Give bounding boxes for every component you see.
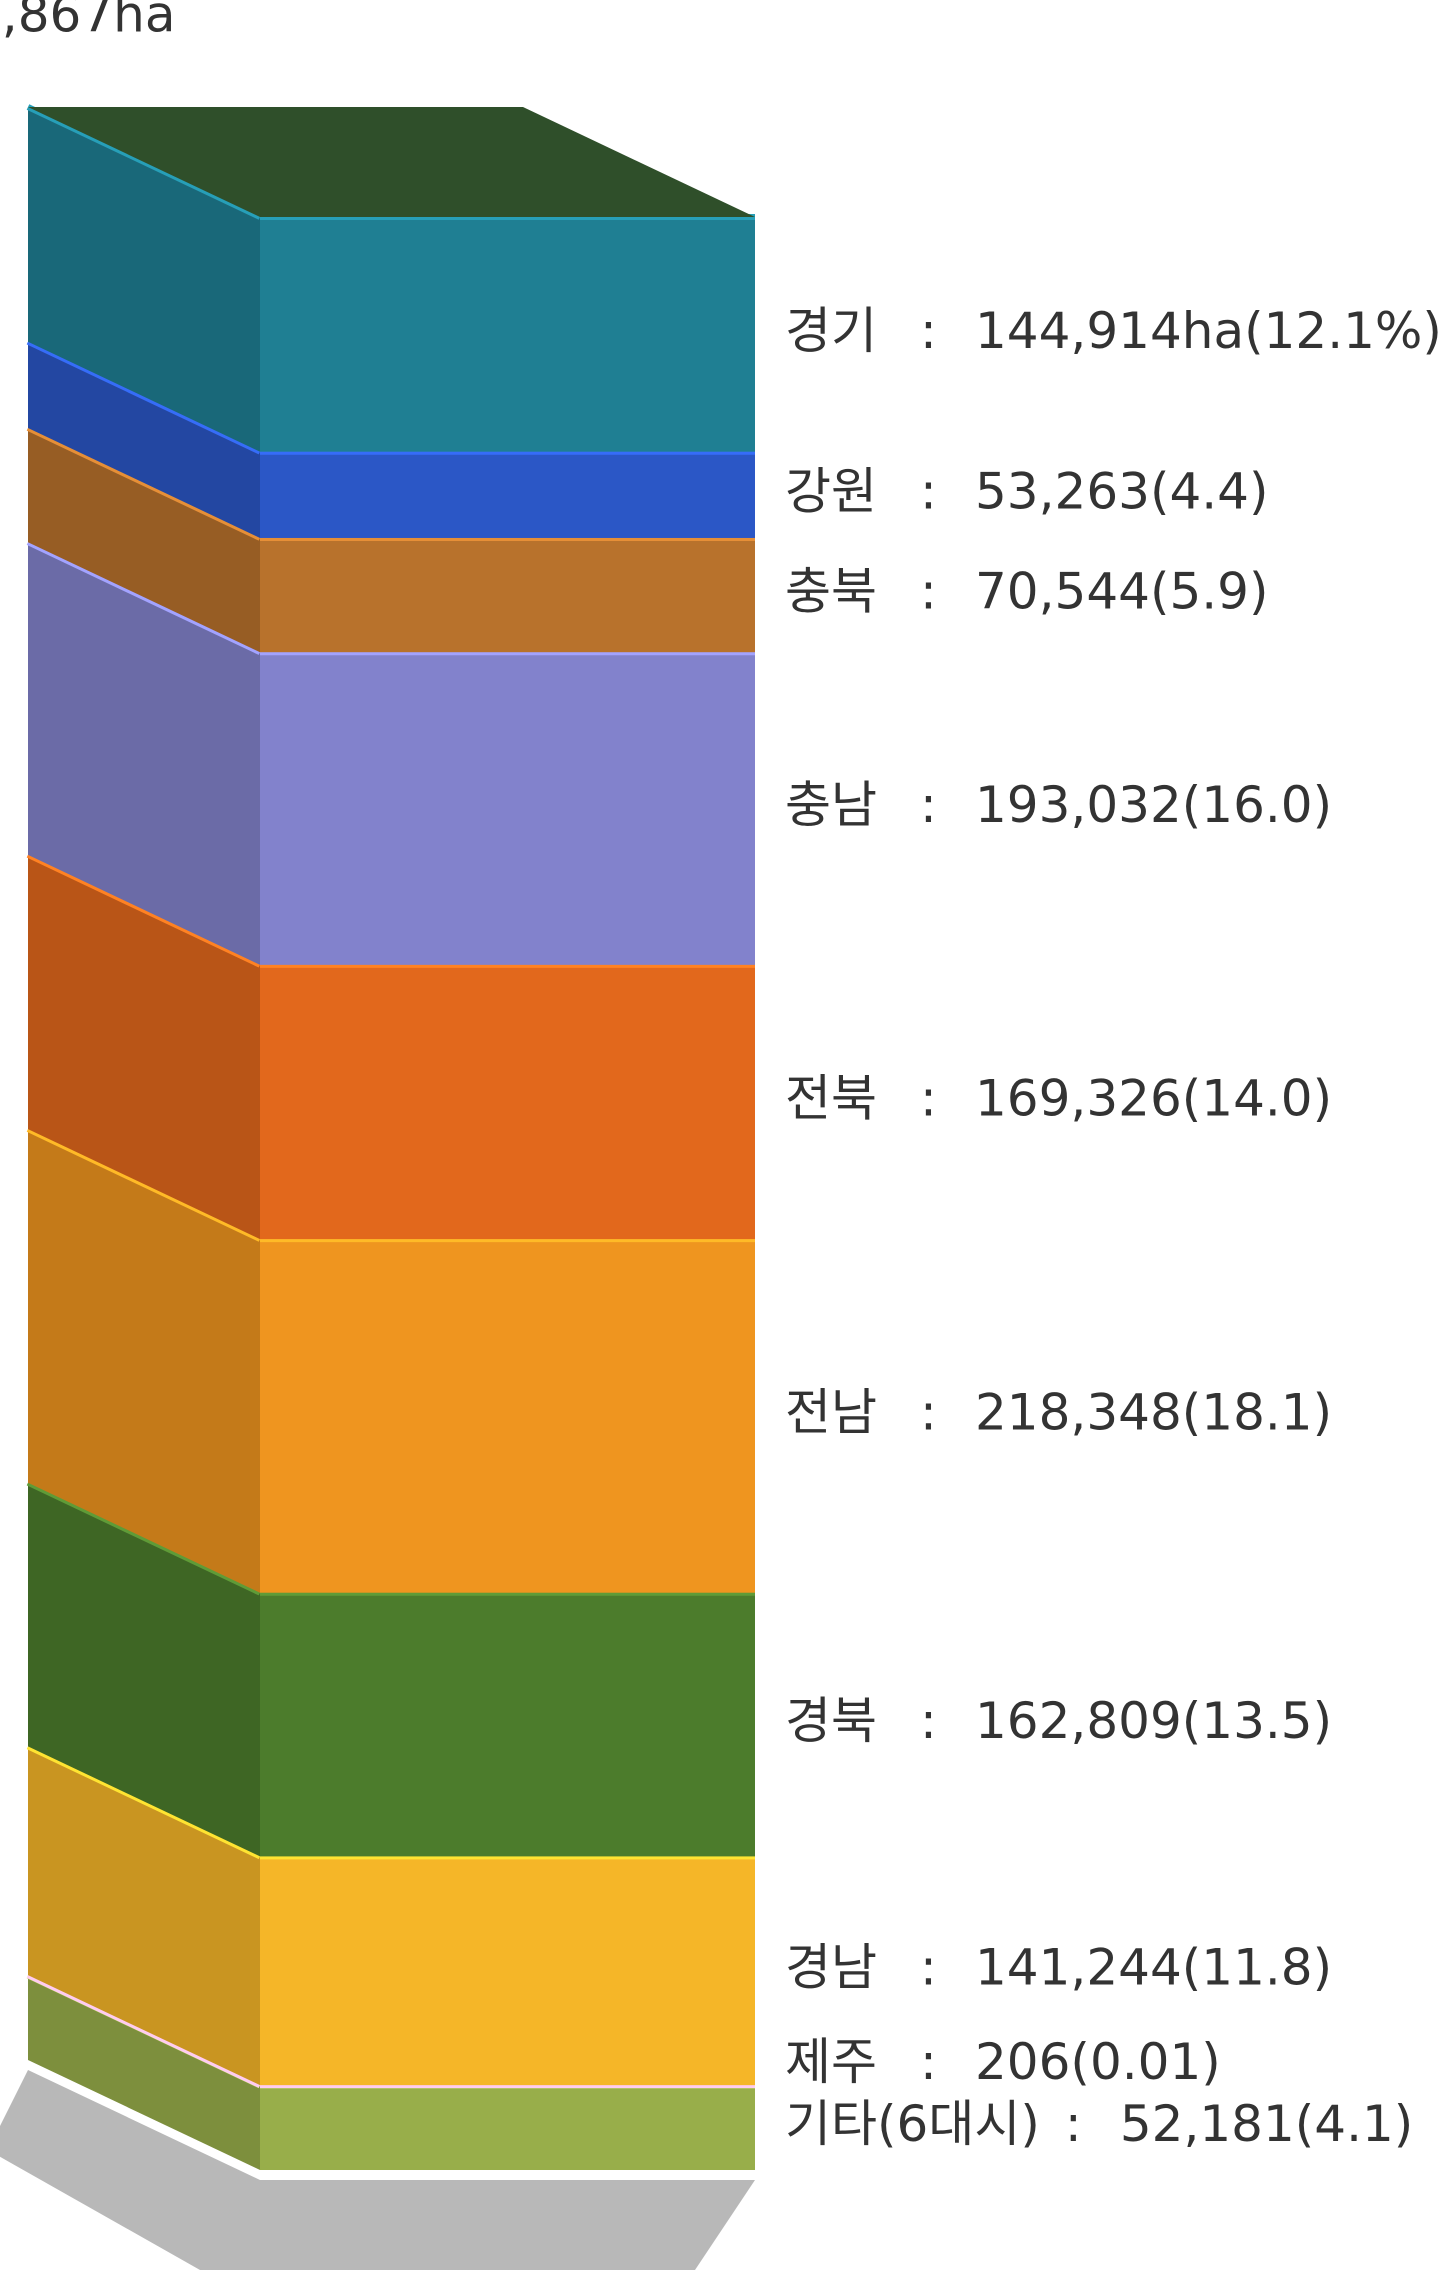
bar-segment <box>260 537 755 653</box>
label-separator: : <box>920 1692 937 1750</box>
category-label: 경기 <box>785 302 877 360</box>
chart-title: 5,867ha <box>0 0 175 44</box>
label-separator: : <box>920 563 937 621</box>
category-label: 경남 <box>785 1938 877 1996</box>
category-label: 충북 <box>785 563 877 621</box>
value-label: 206(0.01) <box>975 2033 1221 2091</box>
bar-segment <box>260 1239 755 1593</box>
value-label: 144,914ha(12.1%) <box>975 302 1442 360</box>
label-separator: : <box>920 302 937 360</box>
bar-segment <box>260 217 755 452</box>
category-label: 제주 <box>785 2033 877 2091</box>
category-label: 강원 <box>785 462 877 520</box>
label-separator: : <box>920 2033 937 2091</box>
bar-side <box>28 107 260 452</box>
bar-side <box>28 427 260 653</box>
bar-segment <box>260 1592 755 1857</box>
value-label: 53,263(4.4) <box>975 462 1268 520</box>
bar-segment <box>260 1856 755 2086</box>
value-label: 52,181(4.1) <box>1120 2095 1413 2153</box>
bar-segment <box>260 652 755 965</box>
label-separator: : <box>920 776 937 834</box>
bar-segment <box>260 451 755 538</box>
bar-side <box>28 1482 260 1857</box>
bar-side <box>28 854 260 1240</box>
shadow <box>0 2070 755 2270</box>
value-label: 169,326(14.0) <box>975 1069 1332 1127</box>
bar-side <box>28 1975 260 2170</box>
value-label: 70,544(5.9) <box>975 563 1268 621</box>
bar-side <box>28 1129 260 1593</box>
bar-segment <box>260 2085 755 2170</box>
bar-side <box>28 542 260 965</box>
label-separator: : <box>920 462 937 520</box>
category-label: 전남 <box>785 1383 877 1441</box>
bar-segment <box>260 964 755 1240</box>
category-label: 전북 <box>785 1069 877 1127</box>
bar-side <box>28 341 260 538</box>
category-label: 경북 <box>785 1692 877 1750</box>
category-label: 기타(6대시) <box>785 2095 1040 2153</box>
value-label: 193,032(16.0) <box>975 776 1332 834</box>
value-label: 218,348(18.1) <box>975 1383 1332 1441</box>
label-separator: : <box>920 1938 937 1996</box>
label-separator: : <box>1065 2095 1082 2153</box>
label-separator: : <box>920 1069 937 1127</box>
value-label: 141,244(11.8) <box>975 1938 1332 1996</box>
bar-top <box>28 107 755 217</box>
value-label: 162,809(13.5) <box>975 1692 1332 1750</box>
label-separator: : <box>920 1383 937 1441</box>
category-label: 충남 <box>785 776 877 834</box>
